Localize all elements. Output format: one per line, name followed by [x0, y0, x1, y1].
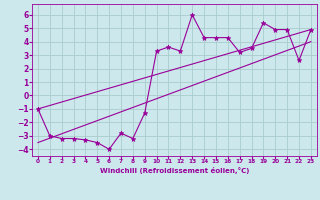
X-axis label: Windchill (Refroidissement éolien,°C): Windchill (Refroidissement éolien,°C): [100, 167, 249, 174]
